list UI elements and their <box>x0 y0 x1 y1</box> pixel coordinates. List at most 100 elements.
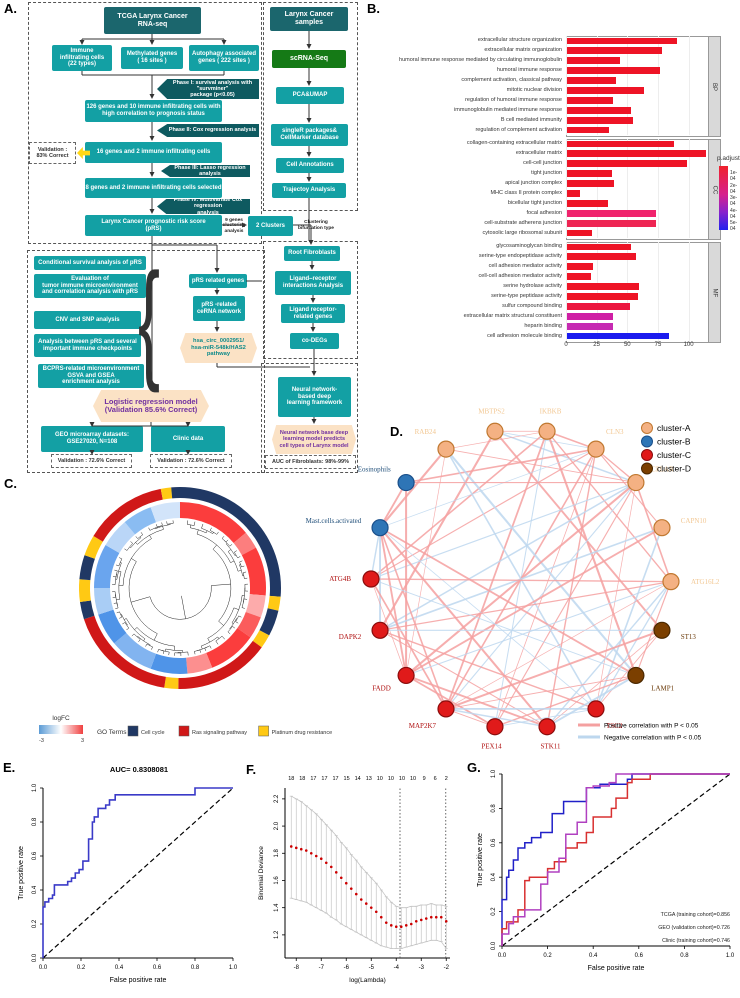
x-tick: -2 <box>444 965 450 971</box>
flow-node-evaltme: Evaluation of tumor immune microenvironm… <box>34 274 146 298</box>
padjust-legend-tick: 5e-04 <box>730 220 738 233</box>
bar <box>566 209 656 217</box>
bar <box>566 312 614 320</box>
positive-edge <box>405 449 447 676</box>
logfc-ring-segment <box>245 594 266 618</box>
network-node-FADD <box>397 666 415 685</box>
gridline <box>688 36 690 135</box>
network-node-DAPK2 <box>371 621 389 639</box>
category-label: serine-type peptidase activity <box>491 292 562 299</box>
gridline <box>566 139 567 238</box>
y-axis-label: True positive rate <box>18 846 25 900</box>
node-label-ST13: ST13 <box>681 633 697 641</box>
top-axis-df: 2 <box>445 776 448 782</box>
positive-edge <box>379 629 548 728</box>
category-label: serine hydrolase activity <box>503 283 562 290</box>
node-label-FADD: FADD <box>372 684 391 692</box>
flow-dashed-container-4 <box>261 363 358 473</box>
x-axis-tick: 75 <box>654 342 662 348</box>
go-term-swatch <box>258 725 269 737</box>
dendrogram <box>112 520 248 656</box>
deviance-point <box>444 919 448 923</box>
bar <box>566 263 594 271</box>
go-term-ring-segment <box>267 595 281 611</box>
flow-node-samples: Larynx Cancer samples <box>270 7 348 31</box>
y-tick: 0.0 <box>32 953 38 962</box>
negative-edge <box>379 481 637 631</box>
go-term-ring-segment <box>160 487 173 500</box>
flow-dashed-container-2 <box>27 250 265 473</box>
category-label: extracellular matrix <box>515 150 562 157</box>
logfc-ring-segment <box>150 653 188 674</box>
flow-node-valid83: Validation : 83% Correct <box>29 142 76 164</box>
bar <box>566 96 614 104</box>
node-label-TSC2: TSC2 <box>606 722 623 730</box>
node-label-MAP2K7: MAP2K7 <box>409 722 437 730</box>
flow-node-logistic: Logistic regression model (Validation 85… <box>93 390 209 422</box>
flow-node-phase3: Phase III: Lasso regression analysis <box>161 165 250 177</box>
deviance-point <box>324 861 328 865</box>
flow-node-cellann: Cell Annotations <box>276 158 344 173</box>
logfc-ring-segment <box>150 502 180 523</box>
flow-node-genes126: 126 genes and 10 immune infiltrating cel… <box>85 100 222 122</box>
y-tick: 1.2 <box>274 930 280 939</box>
deviance-point <box>409 922 413 926</box>
negative-edge <box>379 527 597 710</box>
flow-node-checkpoints: Analysis between pRS and several importa… <box>34 334 141 357</box>
flow-node-rootfib: Root Fibroblasts <box>284 246 340 261</box>
flow-node-phase4: Phase IV: Multivariate Cox regression an… <box>157 199 250 214</box>
negative-edge <box>595 581 672 710</box>
positive-edge <box>546 430 597 450</box>
bar <box>566 322 614 330</box>
logfc-gradient-bar <box>39 725 83 734</box>
deviance-point <box>394 925 398 929</box>
top-axis-df: 13 <box>366 776 372 782</box>
x-tick: -8 <box>294 965 300 971</box>
node-label-ATG4B: ATG4B <box>329 575 351 583</box>
network-node-STK11 <box>538 718 556 736</box>
network-node-ATG16L2 <box>662 573 680 591</box>
gridline <box>657 139 659 238</box>
deviance-point <box>319 857 323 861</box>
x-tick: 1.0 <box>229 965 238 971</box>
positive-edge <box>379 430 496 631</box>
category-label: cell-cell adhesion mediator activity <box>478 273 562 280</box>
flow-node-noteclust: Clustering bifurcation type <box>298 220 334 231</box>
roc-curve-clinic <box>501 773 730 946</box>
negative-edge <box>445 708 548 728</box>
go-term-ring-segment <box>84 535 103 559</box>
x-axis-tick: 100 <box>683 342 694 348</box>
logfc-ring-segment <box>241 547 266 596</box>
gridline <box>688 242 690 341</box>
edge-legend-label: Positive correlation with P < 0.05 <box>604 723 699 730</box>
gridline <box>596 242 598 341</box>
go-term-ring-segment <box>259 608 279 636</box>
deviance-point <box>414 919 418 923</box>
panel-e-roc-plot: AUC= 0.8308081 0.0 0.2 0.4 0.6 0.8 1.0 0.0 0.2 0.… <box>18 765 238 984</box>
network-node-LAMP1 <box>627 666 645 685</box>
deviance-point <box>294 846 298 850</box>
category-label: bicellular tight junction <box>507 199 562 206</box>
network-node-CFLAR <box>627 473 645 492</box>
go-term-ring-segment <box>83 615 166 688</box>
logfc-ring-segment <box>105 522 135 553</box>
flow-node-bcprs: BCPRS-related microenvironment GSVA and … <box>38 364 144 388</box>
y-tick: 0.8 <box>32 817 38 826</box>
negative-edge <box>370 482 637 580</box>
category-label: immunoglobulin mediated immune response <box>454 106 562 113</box>
deviance-point <box>399 925 403 929</box>
top-axis-df: 10 <box>399 776 405 782</box>
x-tick: 0.0 <box>498 953 507 959</box>
gridline <box>627 242 629 341</box>
deviance-point <box>349 887 353 890</box>
node-label-ATG16L2: ATG16L2 <box>691 578 720 586</box>
negative-edge <box>379 448 597 529</box>
flow-node-methyl: Methylated genes ( 16 sites ) <box>121 47 183 69</box>
y-tick: 0.0 <box>491 941 497 950</box>
flow-dashed-container-1 <box>263 2 358 211</box>
network-node-TSC2 <box>587 700 605 718</box>
upper-envelope <box>291 795 447 909</box>
positive-edge <box>546 630 663 728</box>
flow-node-clusters2: 2 Clusters <box>248 216 293 236</box>
positive-edge <box>370 578 671 583</box>
